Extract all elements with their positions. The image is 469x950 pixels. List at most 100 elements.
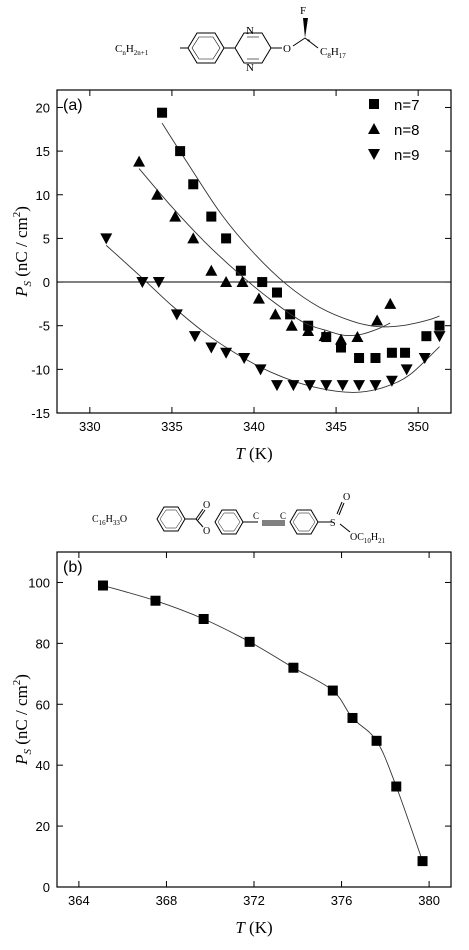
y-tick-label: 0: [43, 880, 50, 895]
svg-text:C: C: [280, 511, 286, 521]
x-tick-label: 380: [418, 893, 440, 908]
data-point-series: [150, 595, 161, 606]
data-point-n9: [418, 353, 431, 365]
data-point-n9: [152, 277, 165, 289]
data-point-n8: [351, 331, 364, 343]
data-point-n9: [400, 364, 413, 376]
data-point-n9: [205, 342, 218, 354]
benzene-ring-2: [214, 509, 244, 535]
plot-frame: [56, 89, 452, 414]
molecule-b-structure: C16H33O O O C C S O OC10H21: [92, 492, 386, 545]
data-point-n9: [220, 347, 233, 359]
data-point-n8: [285, 319, 298, 331]
x-tick-label: 335: [161, 419, 183, 434]
data-point-series: [327, 685, 338, 696]
sulfinyl-oxygen: O: [343, 492, 350, 503]
fit-curve-2: [138, 168, 391, 337]
y-axis-label: PS (nC / cm2): [11, 206, 34, 298]
legend-label: n=7: [394, 97, 419, 114]
data-point-n7: [400, 347, 411, 358]
legend-marker-n7: [369, 99, 379, 109]
data-point-n8: [318, 330, 331, 342]
data-point-n9: [270, 380, 283, 392]
data-point-n9: [336, 380, 349, 392]
sulfur-label: S: [330, 518, 336, 529]
panel-label: (a): [63, 97, 83, 114]
y-tick-label: -5: [38, 319, 50, 334]
fluorine-label: F: [300, 5, 306, 17]
data-point-n8: [133, 155, 146, 167]
y-tick-label: 10: [36, 188, 50, 203]
legend-label: n=8: [394, 122, 419, 139]
y-tick-label: 100: [28, 575, 50, 590]
data-point-n7: [354, 353, 365, 364]
molecule-b-right-group: OC10H21: [350, 532, 386, 545]
x-tick-label: 364: [68, 893, 90, 908]
ester-oxygen: O: [203, 526, 210, 537]
data-point-n7: [257, 277, 268, 288]
data-point-n8: [269, 308, 282, 320]
data-point-n7: [175, 146, 186, 157]
data-point-n8: [384, 297, 397, 309]
data-point-series: [97, 580, 108, 591]
data-point-series: [417, 856, 428, 867]
data-point-n7: [157, 107, 168, 118]
data-point-n9: [170, 309, 183, 321]
x-tick-label: 340: [243, 419, 265, 434]
data-point-n8: [302, 324, 315, 336]
data-point-n8: [236, 276, 249, 288]
data-point-n8: [151, 188, 164, 200]
data-point-n9: [433, 331, 446, 343]
data-point-n9: [136, 277, 149, 289]
y-tick-label: 40: [36, 758, 50, 773]
data-point-n9: [303, 380, 316, 392]
y-tick-label: 60: [36, 697, 50, 712]
data-point-n7: [221, 233, 232, 244]
data-point-n9: [385, 375, 398, 387]
x-tick-label: 372: [243, 893, 265, 908]
data-point-n9: [254, 364, 267, 376]
data-point-n9: [188, 331, 201, 343]
legend-label: n=9: [394, 147, 419, 164]
data-point-series: [347, 712, 358, 723]
y-tick-label: 5: [43, 231, 50, 246]
benzene-ring-3: [289, 509, 319, 535]
data-point-n8: [220, 276, 233, 288]
data-point-series: [371, 735, 382, 746]
fit-curve-3: [105, 245, 440, 393]
data-point-n9: [238, 353, 251, 365]
benzene-ring-1: [156, 506, 186, 532]
x-tick-label: 376: [331, 893, 353, 908]
series-line: [102, 585, 423, 862]
chart-b: 364 368 372 376 380 0 20 40 60 80 100 (b) T (K) PS (n…: [11, 551, 452, 937]
data-point-series: [244, 636, 255, 647]
data-point-series: [198, 614, 209, 624]
legend-marker-n9: [368, 149, 380, 160]
nitrogen-bottom: N: [246, 62, 254, 74]
data-point-n7: [336, 342, 347, 353]
data-point-n9: [369, 380, 382, 392]
y-tick-label: 20: [36, 100, 50, 115]
benzene-ring: [187, 32, 225, 64]
x-tick-label: 330: [79, 419, 101, 434]
x-axis-label: T (K): [235, 918, 272, 937]
chiral-mark: *: [307, 38, 311, 46]
panel-label: (b): [63, 559, 83, 576]
data-point-n7: [386, 347, 397, 358]
y-tick-label: -10: [31, 362, 50, 377]
data-point-n7: [421, 331, 432, 342]
x-tick-label: 368: [156, 893, 178, 908]
data-point-n7: [235, 265, 246, 276]
y-tick-label: 20: [36, 819, 50, 834]
y-tick-label: 80: [36, 636, 50, 651]
molecule-a-structure: CnH2n+1 N N O F * C8H17: [115, 5, 346, 74]
data-point-series: [391, 781, 402, 792]
y-tick-label: 0: [43, 275, 50, 290]
data-point-n7: [271, 287, 282, 298]
data-point-n9: [320, 380, 333, 392]
data-point-n7: [434, 320, 445, 331]
plot-frame: [56, 551, 452, 888]
data-point-n8: [371, 314, 384, 326]
y-axis-label: PS (nC / cm2): [11, 674, 34, 766]
x-axis-label: T (K): [235, 444, 272, 463]
